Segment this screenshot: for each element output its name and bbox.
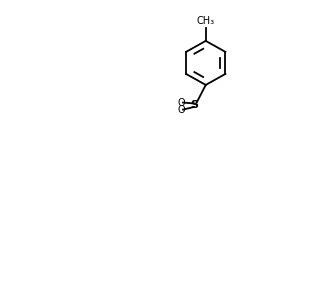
Text: O: O [178, 105, 185, 115]
Text: O: O [178, 97, 185, 107]
Text: S: S [190, 100, 198, 110]
Text: CH₃: CH₃ [197, 16, 215, 26]
